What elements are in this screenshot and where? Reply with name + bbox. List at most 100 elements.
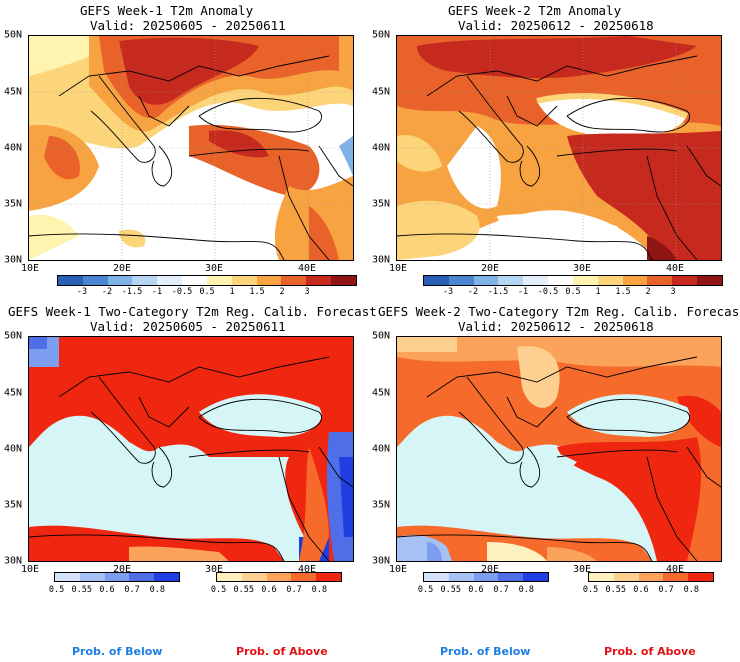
lat-label: 50N bbox=[4, 29, 23, 41]
prob-above-colorbar-swatch bbox=[291, 573, 317, 581]
prob-above-colorbar-tick-label: 0.7 bbox=[286, 585, 302, 595]
anomaly-colorbar-tick-label: -1 bbox=[151, 287, 163, 297]
lat-label: 45N bbox=[372, 86, 391, 98]
week1-anomaly-map bbox=[28, 35, 354, 261]
lat-label: 35N bbox=[372, 198, 391, 210]
anomaly-colorbar-tick-label: -1.5 bbox=[121, 287, 143, 297]
lat-label: 35N bbox=[4, 198, 23, 210]
prob-below-colorbar-tick-label: 0.7 bbox=[124, 585, 140, 595]
prob-below-label-week2: Prob. of Below bbox=[440, 645, 531, 658]
lon-label: 40E bbox=[665, 263, 685, 274]
prob-below-label-week1: Prob. of Below bbox=[72, 645, 163, 658]
panel2-valid: Valid: 20250612 - 20250618 bbox=[458, 18, 654, 33]
anomaly-colorbar-swatch bbox=[548, 276, 573, 285]
lon-label: 20E bbox=[112, 564, 132, 575]
lat-label: 30N bbox=[4, 254, 23, 266]
anomaly-colorbar-swatch bbox=[498, 276, 524, 285]
panel1-valid: Valid: 20250605 - 20250611 bbox=[90, 18, 286, 33]
lat-label: 30N bbox=[372, 254, 391, 266]
anomaly-colorbar-swatch bbox=[82, 276, 108, 285]
lat-label: 45N bbox=[4, 86, 23, 98]
lon-label: 10E bbox=[388, 263, 408, 274]
lon-label: 40E bbox=[297, 564, 317, 575]
anomaly-colorbar-tick-label: 2 bbox=[279, 287, 285, 297]
anomaly-colorbar-swatch bbox=[672, 276, 698, 285]
anomaly-colorbar-swatch bbox=[331, 276, 356, 285]
anomaly-colorbar-swatch bbox=[256, 276, 282, 285]
lat-label: 45N bbox=[372, 387, 391, 399]
anomaly-colorbar-swatch bbox=[206, 276, 232, 285]
prob-below-colorbar-swatch bbox=[473, 573, 499, 581]
prob-above-colorbar-tick-label: 0.6 bbox=[261, 585, 277, 595]
lon-label: 30E bbox=[572, 564, 592, 575]
anomaly-colorbar-tick-label: -2 bbox=[101, 287, 113, 297]
prob-above-colorbar-swatch bbox=[316, 573, 341, 581]
lon-label: 30E bbox=[204, 564, 224, 575]
prob-below-colorbar-tick-label: 0.8 bbox=[518, 585, 534, 595]
lat-label: 50N bbox=[372, 330, 391, 342]
prob-above-colorbar-swatch bbox=[638, 573, 664, 581]
panel2-title: GEFS Week-2 T2m Anomaly bbox=[448, 3, 622, 18]
anomaly-colorbar-tick-label: 1 bbox=[229, 287, 235, 297]
anomaly-colorbar-swatch bbox=[647, 276, 673, 285]
prob-above-colorbar-swatch bbox=[241, 573, 267, 581]
anomaly-colorbar-tick-label: 2 bbox=[645, 287, 651, 297]
anomaly-colorbar-swatch bbox=[622, 276, 648, 285]
anomaly-colorbar-swatch bbox=[182, 276, 207, 285]
prob-below-colorbar-tick-label: 0.6 bbox=[468, 585, 484, 595]
week1-probability-map bbox=[28, 336, 354, 562]
prob-below-colorbar-swatch bbox=[154, 573, 179, 581]
prob-below-colorbar-swatch bbox=[55, 573, 80, 581]
prob-above-colorbar-tick-label: 0.55 bbox=[605, 585, 626, 595]
prob-above-colorbar-tick-label: 0.5 bbox=[582, 585, 599, 595]
prob-below-colorbar-tick-label: 0.7 bbox=[493, 585, 509, 595]
prob-below-colorbar-tick-label: 0.6 bbox=[99, 585, 115, 595]
anomaly-colorbar-swatch bbox=[523, 276, 549, 285]
prob-below-colorbar-swatch bbox=[129, 573, 155, 581]
prob-below-colorbar-swatch bbox=[79, 573, 105, 581]
week2-anomaly-map bbox=[396, 35, 722, 261]
anomaly-colorbar-tick-label: 1.5 bbox=[249, 287, 265, 297]
panel4-valid: Valid: 20250612 - 20250618 bbox=[458, 319, 654, 334]
prob-above-colorbar-swatch bbox=[217, 573, 242, 581]
anomaly-colorbar-tick-label: 0.5 bbox=[565, 287, 581, 297]
prob-above-colorbar-week2 bbox=[588, 572, 714, 582]
anomaly-colorbar-swatch bbox=[107, 276, 133, 285]
panel4-title: GEFS Week-2 Two-Category T2m Reg. Calib.… bbox=[378, 304, 740, 319]
prob-above-colorbar-tick-label: 0.7 bbox=[658, 585, 674, 595]
lat-label: 50N bbox=[4, 330, 23, 342]
anomaly-colorbar-tick-label: 1.5 bbox=[615, 287, 631, 297]
anomaly-colorbar-swatch bbox=[281, 276, 307, 285]
prob-below-colorbar-week2 bbox=[423, 572, 549, 582]
lon-label: 10E bbox=[20, 263, 40, 274]
anomaly-colorbar-tick-label: -3 bbox=[76, 287, 88, 297]
prob-above-label-week1: Prob. of Above bbox=[236, 645, 328, 658]
lat-label: 50N bbox=[372, 29, 391, 41]
lat-label: 40N bbox=[372, 142, 391, 154]
lat-label: 40N bbox=[4, 443, 23, 455]
prob-below-colorbar-tick-label: 0.55 bbox=[440, 585, 461, 595]
lon-label: 40E bbox=[665, 564, 685, 575]
prob-above-colorbar-tick-label: 0.8 bbox=[311, 585, 327, 595]
lon-label: 10E bbox=[388, 564, 408, 575]
anomaly-colorbar-tick-label: 3 bbox=[670, 287, 676, 297]
anomaly-colorbar-tick-label: -1.5 bbox=[487, 287, 509, 297]
anomaly-colorbar-tick-label: -0.5 bbox=[537, 287, 559, 297]
prob-above-colorbar-tick-label: 0.8 bbox=[683, 585, 699, 595]
lon-label: 20E bbox=[480, 564, 500, 575]
anomaly-colorbar-tick-label: -1 bbox=[517, 287, 529, 297]
lon-label: 10E bbox=[20, 564, 40, 575]
lat-label: 40N bbox=[4, 142, 23, 154]
lon-label: 40E bbox=[297, 263, 317, 274]
anomaly-colorbar-tick-label: 1 bbox=[595, 287, 601, 297]
prob-above-colorbar-swatch bbox=[266, 573, 292, 581]
lon-label: 20E bbox=[480, 263, 500, 274]
anomaly-colorbar-tick-label: -2 bbox=[467, 287, 479, 297]
prob-above-label-week2: Prob. of Above bbox=[604, 645, 696, 658]
prob-below-colorbar-swatch bbox=[498, 573, 524, 581]
panel1-title: GEFS Week-1 T2m Anomaly bbox=[80, 3, 254, 18]
anomaly-colorbar-tick-label: -3 bbox=[442, 287, 454, 297]
prob-above-colorbar-week1 bbox=[216, 572, 342, 582]
prob-above-colorbar-swatch bbox=[613, 573, 639, 581]
anomaly-colorbar-tick-label: 3 bbox=[304, 287, 310, 297]
